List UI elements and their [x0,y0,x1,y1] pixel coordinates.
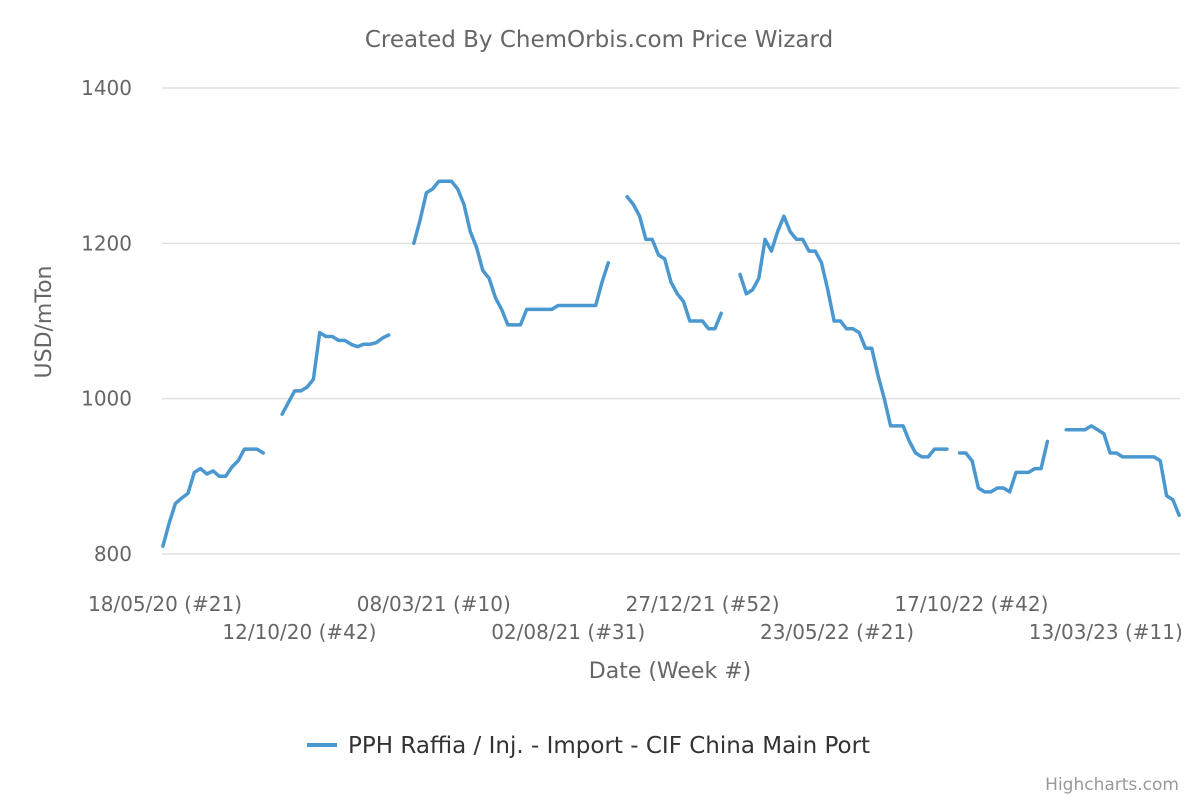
credits-link[interactable]: Highcharts.com [1045,775,1179,795]
chart-title: Created By ChemOrbis.com Price Wizard [365,27,833,53]
x-tick-label: 12/10/20 (#42) [222,620,376,644]
y-axis-ticks: 800 1000 1200 1400 [81,76,132,566]
series-line-segment[interactable] [625,194,723,331]
x-tick-label: 27/12/21 (#52) [626,592,780,616]
series-line-segment[interactable] [161,447,266,548]
x-tick-label: 18/05/20 (#21) [88,592,242,616]
series-line-segment[interactable] [1064,424,1181,517]
y-tick-label: 1200 [81,231,132,255]
x-tick-label: 08/03/21 (#10) [357,592,511,616]
series-line-segment[interactable] [412,179,611,327]
x-tick-label: 02/08/21 (#31) [491,620,645,644]
y-tick-label: 800 [94,542,132,566]
x-tick-label: 13/03/23 (#11) [1029,620,1183,644]
x-tick-label: 17/10/22 (#42) [894,592,1048,616]
x-axis-title: Date (Week #) [589,659,751,684]
y-tick-label: 1400 [81,76,132,100]
grid-layer [162,87,1180,555]
series-line-segment[interactable] [738,214,949,459]
series-line-segment[interactable] [957,439,1050,494]
x-tick-label: 23/05/22 (#21) [760,620,914,644]
y-axis-title: USD/mTon [32,266,57,379]
legend-item[interactable]: PPH Raffia / Inj. - Import - CIF China M… [307,733,870,759]
x-axis-ticks: 18/05/20 (#21) 12/10/20 (#42) 08/03/21 (#1… [88,592,1183,644]
series-layer [161,179,1181,548]
legend-label: PPH Raffia / Inj. - Import - CIF China M… [348,733,870,759]
series-line-segment[interactable] [280,330,391,416]
y-tick-label: 1000 [81,387,132,411]
